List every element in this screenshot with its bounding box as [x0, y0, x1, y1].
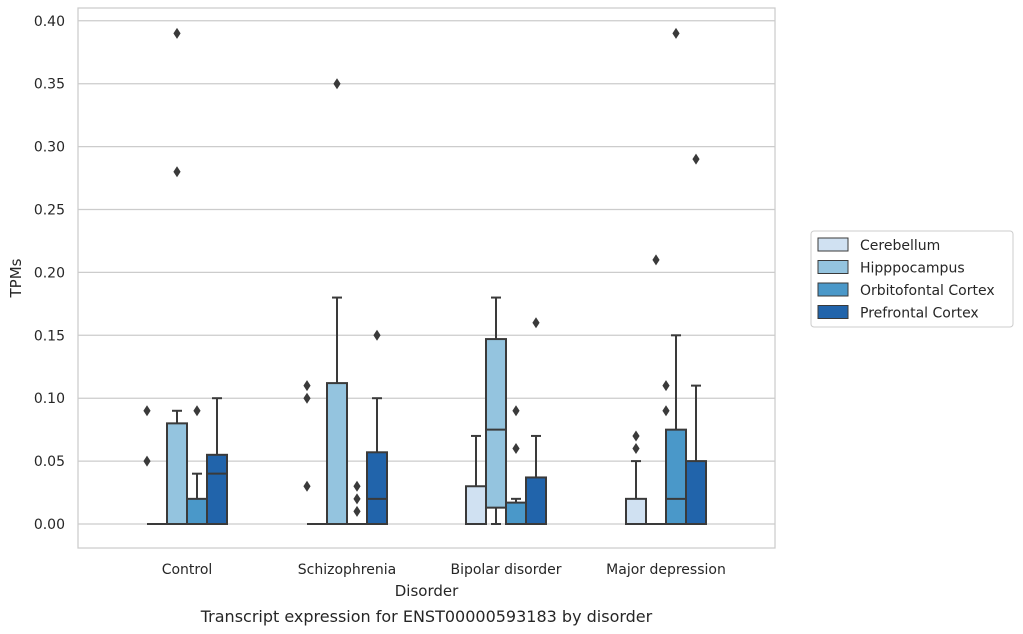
outlier-point — [303, 380, 311, 392]
outlier-point — [632, 443, 640, 455]
outlier-point — [512, 443, 520, 455]
legend-entry-label: Prefrontal Cortex — [860, 306, 979, 322]
box — [166, 422, 188, 525]
legend-swatch — [817, 305, 849, 319]
y-tick-label: 0.00 — [34, 517, 65, 533]
series-hipppocampus — [166, 27, 666, 525]
legend: Cerebellum Hipppocampus Orbitofontal Corte… — [810, 230, 1014, 328]
x-tick-label: Major depression — [606, 562, 726, 578]
y-tick-label: 0.05 — [34, 454, 65, 470]
outlier-point — [333, 78, 341, 90]
outlier-point — [652, 254, 660, 266]
chart-caption: Transcript expression for ENST0000059318… — [200, 607, 653, 626]
outlier-point — [143, 455, 151, 467]
y-tick-label: 0.15 — [34, 328, 65, 344]
outlier-point — [373, 329, 381, 341]
plot-area-frame — [77, 7, 776, 549]
x-axis-label: Disorder — [395, 582, 459, 600]
y-tick-label: 0.25 — [34, 203, 65, 219]
y-tick-label: 0.30 — [34, 140, 65, 156]
outlier-point — [173, 166, 181, 178]
outlier-point — [632, 430, 640, 442]
y-axis-label: TPMs — [7, 258, 25, 298]
y-tick-label: 0.10 — [34, 391, 65, 407]
box — [465, 485, 487, 526]
legend-frame — [810, 230, 1014, 328]
outlier-point — [692, 153, 700, 165]
outlier-point — [662, 380, 670, 392]
outlier-point — [532, 317, 540, 329]
x-tick-label: Schizophrenia — [298, 562, 396, 578]
outlier-point — [512, 405, 520, 417]
legend-swatch — [817, 260, 849, 274]
legend-entry-label: Hipppocampus — [860, 261, 965, 277]
outlier-point — [672, 27, 680, 39]
extra-outliers — [143, 405, 151, 467]
legend-entry-label: Orbitofontal Cortex — [860, 283, 995, 299]
box — [485, 338, 507, 509]
gridlines — [78, 20, 775, 525]
x-tick-label: Control — [162, 562, 213, 578]
box — [665, 428, 687, 525]
outlier-point — [353, 493, 361, 505]
box — [206, 453, 228, 525]
outlier-point — [303, 392, 311, 404]
outlier-point — [353, 480, 361, 492]
extra-outliers — [303, 380, 311, 492]
x-tick-label: Bipolar disorder — [450, 562, 561, 578]
box — [525, 476, 547, 526]
outlier-point — [303, 480, 311, 492]
series-prefrontal-cortex — [206, 153, 707, 526]
box — [685, 460, 707, 526]
legend-swatch — [817, 237, 849, 252]
boxes — [143, 27, 707, 526]
legend-swatch — [817, 282, 849, 297]
extra-outliers — [662, 380, 670, 417]
y-tick-label: 0.20 — [34, 265, 65, 281]
box — [326, 382, 348, 525]
x-axis-ticks: Control Schizophrenia Bipolar disorder Majo… — [162, 562, 726, 578]
outlier-point — [353, 505, 361, 517]
box — [366, 451, 388, 526]
series-orbitofontal-cortex — [186, 27, 687, 526]
outlier-point — [143, 405, 151, 417]
outlier-point — [662, 405, 670, 417]
y-tick-label: 0.35 — [34, 77, 65, 93]
y-axis-ticks: 0.00 0.05 0.10 0.15 0.20 0.25 0.30 0.35 0.40 — [34, 14, 65, 533]
box — [505, 501, 527, 526]
outlier-point — [173, 27, 181, 39]
legend-entry-label: Cerebellum — [860, 238, 940, 254]
y-tick-label: 0.40 — [34, 14, 65, 30]
outlier-point — [193, 405, 201, 417]
series-cerebellum — [147, 430, 647, 526]
box — [186, 497, 208, 525]
box — [625, 497, 647, 525]
